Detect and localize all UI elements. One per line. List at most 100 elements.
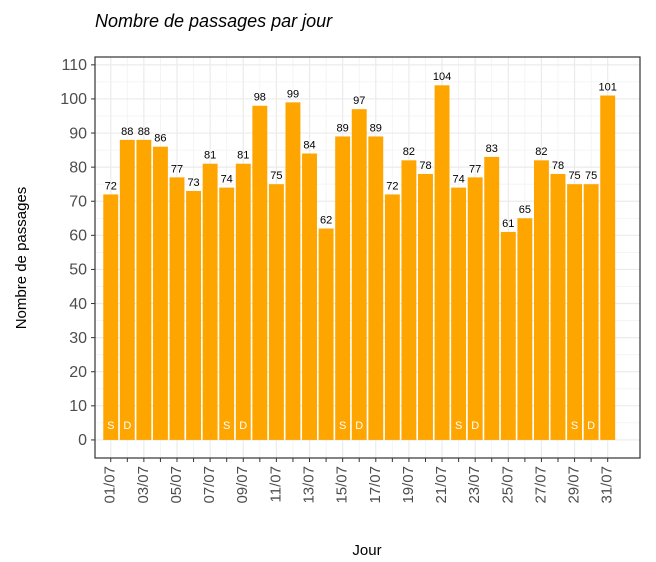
x-tick-label: 19/07 — [400, 466, 417, 504]
bar — [517, 218, 533, 440]
day-label: S — [571, 420, 578, 432]
x-axis-label: Jour — [352, 542, 381, 559]
bar — [152, 146, 168, 440]
y-axis-label: Nombre de passages — [13, 187, 30, 330]
day-label: S — [223, 420, 230, 432]
y-tick-label: 30 — [69, 330, 87, 347]
value-label: 86 — [154, 133, 166, 145]
value-label: 82 — [535, 146, 547, 158]
bar — [484, 156, 500, 440]
y-tick-label: 40 — [69, 296, 87, 313]
y-tick-label: 90 — [69, 125, 87, 142]
bar — [583, 184, 599, 440]
bar — [533, 160, 549, 440]
bar — [103, 194, 119, 440]
x-tick-label: 27/07 — [532, 466, 549, 504]
x-tick-label: 09/07 — [234, 466, 251, 504]
value-label: 98 — [254, 92, 266, 104]
day-label: S — [107, 420, 114, 432]
value-label: 77 — [469, 163, 481, 175]
y-tick-label: 0 — [78, 432, 87, 449]
value-label: 74 — [452, 174, 464, 186]
value-label: 83 — [486, 143, 498, 155]
day-label: S — [339, 420, 346, 432]
value-label: 75 — [568, 170, 580, 182]
value-label: 82 — [403, 146, 415, 158]
day-label: D — [239, 420, 247, 432]
x-tick-label: 07/07 — [201, 466, 218, 504]
bar — [202, 163, 218, 440]
value-label: 74 — [221, 174, 233, 186]
bar — [550, 173, 566, 440]
bar — [302, 153, 317, 440]
x-tick-label: 11/07 — [267, 466, 284, 502]
value-label: 88 — [121, 126, 133, 138]
plot-background — [95, 57, 640, 458]
bar — [335, 136, 351, 440]
x-tick-label: 17/07 — [367, 466, 384, 504]
x-tick-label: 03/07 — [135, 466, 152, 504]
bar — [467, 177, 483, 440]
bar — [268, 184, 284, 440]
y-tick-label: 10 — [69, 398, 87, 415]
value-label: 89 — [370, 122, 382, 134]
value-label: 61 — [502, 218, 514, 230]
y-tick-label: 100 — [60, 91, 87, 108]
value-label: 75 — [270, 170, 282, 182]
value-label: 81 — [204, 150, 216, 162]
value-label: 75 — [585, 170, 597, 182]
x-tick-label: 25/07 — [499, 466, 516, 504]
y-tick-label: 60 — [69, 228, 87, 245]
value-label: 72 — [105, 180, 117, 192]
bar — [418, 173, 433, 440]
x-tick-label: 21/07 — [433, 466, 450, 504]
value-label: 104 — [433, 71, 451, 83]
bar — [252, 105, 268, 440]
value-label: 78 — [552, 160, 564, 172]
y-tick-label: 50 — [69, 262, 87, 279]
y-tick-label: 20 — [69, 364, 87, 381]
value-label: 99 — [287, 88, 299, 100]
x-tick-label: 05/07 — [168, 466, 185, 504]
value-label: 97 — [353, 95, 365, 107]
day-label: D — [587, 420, 595, 432]
value-label: 89 — [337, 122, 349, 134]
day-label: S — [455, 420, 462, 432]
bar — [186, 191, 202, 440]
y-tick-label: 110 — [61, 57, 87, 74]
value-label: 78 — [419, 160, 431, 172]
value-label: 77 — [171, 163, 183, 175]
bar — [318, 228, 334, 440]
value-label: 62 — [320, 214, 332, 226]
value-label: 88 — [138, 126, 150, 138]
day-label: D — [471, 420, 479, 432]
bar — [119, 139, 135, 440]
x-tick-label: 01/07 — [102, 466, 119, 504]
bar — [169, 177, 185, 440]
value-label: 81 — [237, 150, 249, 162]
bar — [285, 102, 301, 440]
value-label: 73 — [187, 177, 199, 189]
bar — [451, 187, 467, 440]
bar — [384, 194, 400, 440]
y-tick-label: 70 — [69, 193, 87, 210]
bar — [567, 184, 583, 440]
bar — [434, 85, 450, 440]
bar — [235, 163, 251, 440]
day-label: D — [123, 420, 131, 432]
bar — [351, 109, 367, 440]
bar — [219, 187, 235, 440]
y-tick-label: 80 — [69, 159, 87, 176]
x-tick-label: 29/07 — [566, 466, 583, 504]
bar — [136, 139, 152, 440]
chart-title: Nombre de passages par jour — [95, 11, 333, 31]
bar — [500, 231, 516, 440]
x-tick-label: 13/07 — [300, 466, 317, 504]
plot-border — [94, 56, 641, 459]
value-label: 101 — [599, 81, 617, 93]
day-label: D — [355, 420, 363, 432]
x-tick-label: 23/07 — [466, 466, 483, 504]
x-tick-label: 15/07 — [334, 466, 351, 504]
value-label: 65 — [519, 204, 531, 216]
